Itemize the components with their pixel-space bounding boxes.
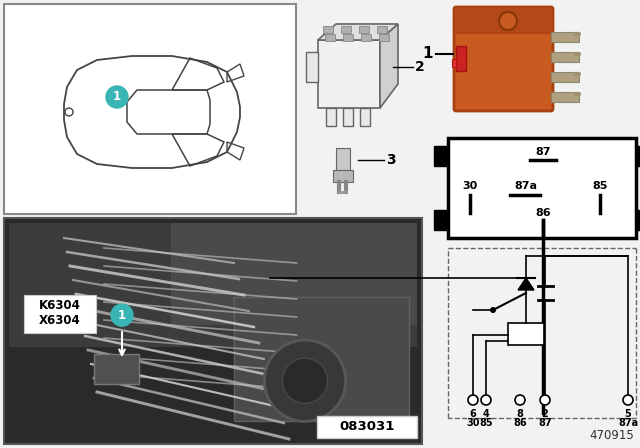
Bar xyxy=(448,138,636,238)
Circle shape xyxy=(111,304,133,326)
Text: 470915: 470915 xyxy=(589,429,634,442)
Text: 30: 30 xyxy=(467,418,480,428)
Text: 3: 3 xyxy=(386,153,396,167)
Text: 30: 30 xyxy=(462,181,477,191)
Bar xyxy=(24,295,96,333)
Bar xyxy=(551,72,579,82)
Bar xyxy=(359,26,369,33)
Bar xyxy=(341,26,351,33)
FancyBboxPatch shape xyxy=(454,7,553,33)
Text: 87a: 87a xyxy=(618,418,638,428)
Circle shape xyxy=(481,395,491,405)
Bar xyxy=(551,52,579,62)
Bar xyxy=(456,46,466,71)
Bar xyxy=(94,353,139,383)
Circle shape xyxy=(499,12,517,30)
Bar xyxy=(172,223,417,325)
Text: 86: 86 xyxy=(513,418,527,428)
Bar xyxy=(343,34,353,41)
Circle shape xyxy=(540,395,550,405)
Text: 4: 4 xyxy=(483,409,490,419)
Bar xyxy=(336,148,350,170)
Bar xyxy=(4,218,422,444)
Text: 1: 1 xyxy=(118,309,126,322)
Circle shape xyxy=(106,86,128,108)
Text: 2: 2 xyxy=(541,409,548,419)
Text: 1: 1 xyxy=(422,47,433,61)
Text: K6304: K6304 xyxy=(39,299,81,312)
Text: 2: 2 xyxy=(415,60,425,74)
Polygon shape xyxy=(518,278,534,290)
Bar xyxy=(434,146,448,166)
Bar xyxy=(636,146,640,166)
Circle shape xyxy=(468,395,478,405)
Text: X6304: X6304 xyxy=(39,314,81,327)
Circle shape xyxy=(623,395,633,405)
Bar xyxy=(333,170,353,182)
Text: 6: 6 xyxy=(470,409,476,419)
Bar xyxy=(325,34,335,41)
Polygon shape xyxy=(380,24,398,108)
Text: 87a: 87a xyxy=(515,181,538,191)
Bar xyxy=(508,323,544,345)
Bar xyxy=(434,210,448,230)
Bar xyxy=(551,92,579,102)
Text: 86: 86 xyxy=(535,208,551,218)
FancyBboxPatch shape xyxy=(454,7,553,111)
Text: 1: 1 xyxy=(113,90,121,103)
Bar xyxy=(306,52,318,82)
Bar xyxy=(234,297,410,422)
Bar xyxy=(379,34,389,41)
Bar xyxy=(317,416,417,438)
Polygon shape xyxy=(318,24,398,40)
Bar xyxy=(636,210,640,230)
Bar xyxy=(360,108,370,126)
Bar xyxy=(343,108,353,126)
Circle shape xyxy=(515,395,525,405)
Bar xyxy=(551,32,579,42)
Text: 5: 5 xyxy=(625,409,632,419)
Text: 87: 87 xyxy=(535,147,551,157)
Text: 083031: 083031 xyxy=(339,421,395,434)
Bar xyxy=(9,223,417,347)
Text: 8: 8 xyxy=(516,409,524,419)
Bar xyxy=(361,34,371,41)
Bar xyxy=(318,40,380,108)
Text: 87: 87 xyxy=(538,418,552,428)
Text: 85: 85 xyxy=(479,418,493,428)
Bar xyxy=(4,4,296,214)
Circle shape xyxy=(490,307,496,313)
Circle shape xyxy=(264,340,346,422)
Bar xyxy=(377,26,387,33)
Bar xyxy=(452,59,456,67)
Bar xyxy=(326,108,336,126)
Text: 85: 85 xyxy=(592,181,608,191)
Bar xyxy=(323,26,333,33)
Circle shape xyxy=(282,358,328,403)
